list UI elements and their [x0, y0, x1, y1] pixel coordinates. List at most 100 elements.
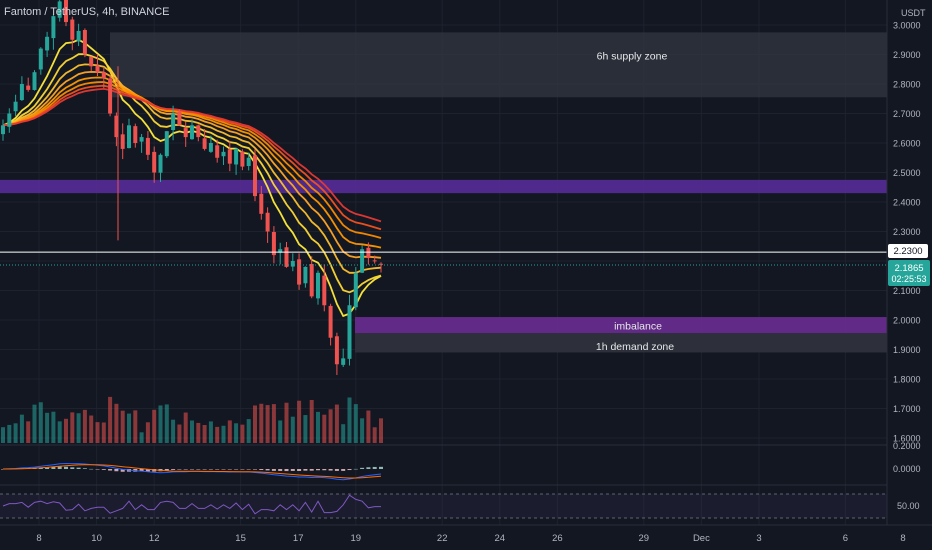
volume-bar: [139, 432, 144, 443]
macd-histogram-bar: [271, 469, 276, 471]
macd-histogram-bar: [328, 469, 333, 471]
candle-body: [127, 125, 131, 149]
countdown-label: 02:25:53: [891, 274, 926, 284]
candle-body: [259, 193, 264, 214]
candle-body: [271, 231, 276, 256]
time-tick-label: 12: [149, 533, 160, 544]
candle-body: [202, 138, 207, 149]
macd-histogram-bar: [265, 469, 270, 471]
macd-histogram-bar: [322, 469, 327, 471]
candle-body: [240, 151, 245, 167]
candle-body: [334, 336, 339, 365]
macd-histogram-bar: [177, 469, 182, 470]
macd-histogram-bar: [366, 467, 371, 469]
resistance-band: [0, 179, 887, 194]
price-tick-label: 2.7000: [893, 109, 921, 119]
macd-histogram-bar: [284, 469, 289, 472]
rsi-tick-label: 50.00: [897, 501, 920, 511]
price-tick-label: 3.0000: [893, 21, 921, 31]
volume-bar: [38, 402, 43, 443]
demand-zone-label: 1h demand zone: [596, 341, 674, 353]
volume-bar: [196, 422, 201, 443]
candle-body: [95, 65, 100, 73]
macd-histogram-bar: [341, 469, 346, 471]
macd-histogram-bar: [89, 468, 94, 470]
candle-body: [171, 113, 176, 131]
volume-bar: [366, 410, 371, 443]
ema-line: [2, 70, 382, 259]
macd-histogram-bar: [95, 469, 100, 470]
candle-body: [19, 84, 24, 101]
price-tick-label: 2.6000: [893, 139, 921, 149]
macd-histogram-bar: [196, 469, 201, 470]
volume-bar: [183, 412, 188, 443]
price-tick-label: 2.0000: [893, 316, 921, 326]
candle-body: [108, 78, 113, 114]
supply-zone: [110, 32, 887, 98]
macd-histogram-bar: [82, 468, 87, 469]
macd-tick-label: 0.0000: [893, 464, 921, 474]
candle-body: [246, 157, 251, 167]
volume-bar: [7, 424, 12, 443]
ema-line: [2, 84, 382, 231]
macd-histogram-bar: [334, 469, 339, 471]
candle-body: [133, 126, 138, 143]
candle-body: [328, 305, 333, 338]
candle-body: [253, 155, 257, 197]
candle-body: [64, 0, 68, 23]
macd-histogram-bar: [183, 469, 188, 470]
macd-histogram-bar: [190, 469, 194, 470]
candle-body: [152, 151, 157, 173]
candle-body: [51, 16, 56, 39]
volume-bar: [158, 405, 163, 443]
volume-bar: [32, 404, 37, 443]
rsi-pane: [0, 493, 887, 519]
candles[interactable]: [1, 0, 383, 375]
time-tick-label: 26: [552, 533, 563, 544]
candle-body: [101, 72, 106, 79]
symbol-title: Fantom / TetherUS, 4h, BINANCE: [4, 6, 169, 18]
volume-bar: [316, 411, 320, 443]
ema-line: [2, 81, 382, 239]
candle-body: [190, 125, 194, 140]
candle-body: [196, 125, 201, 138]
volume-bar: [221, 425, 226, 443]
volume-bar: [26, 421, 31, 443]
volume-bar: [82, 409, 87, 443]
volume-bar: [95, 422, 100, 443]
candle-body: [372, 260, 377, 262]
time-axis[interactable]: 8 10 12 15 17 19 22 24 26 29 Dec 3 6 8: [36, 533, 905, 544]
price-axis[interactable]: 3.0000 2.9000 2.8000 2.7000 2.6000 2.5000 2.40…: [893, 21, 921, 512]
candle-body: [120, 134, 125, 149]
macd-histogram-bar: [360, 467, 365, 469]
macd-histogram-bar: [316, 469, 320, 471]
macd-histogram-bar: [171, 469, 176, 470]
ema-line: [2, 87, 382, 223]
macd-histogram-bar: [45, 467, 50, 469]
price-tick-label: 2.3000: [893, 227, 921, 237]
signal-line: [3, 464, 382, 479]
time-tick-label: 17: [293, 533, 304, 544]
volume-bar: [240, 424, 245, 443]
macd-histogram-bar: [234, 469, 239, 470]
volume-bar: [120, 410, 125, 443]
candle-body: [322, 275, 327, 306]
time-tick-label: 15: [235, 533, 246, 544]
volume-bar: [145, 422, 150, 443]
candle-body: [290, 261, 295, 267]
volume-bar: [259, 403, 264, 443]
volume-bar: [303, 415, 308, 443]
macd-histogram-bar: [221, 469, 226, 470]
macd-histogram-bar: [259, 469, 264, 470]
price-tick-label: 1.9000: [893, 345, 921, 355]
candle-body: [309, 264, 314, 297]
candle-body: [7, 113, 12, 127]
candle-body: [145, 137, 150, 155]
macd-histogram-bar: [278, 469, 283, 471]
volume-bar: [76, 413, 81, 443]
macd-histogram-bar: [145, 469, 150, 472]
volume-bar: [70, 412, 75, 443]
candle-body: [347, 305, 352, 359]
macd-histogram-bar: [57, 466, 62, 469]
